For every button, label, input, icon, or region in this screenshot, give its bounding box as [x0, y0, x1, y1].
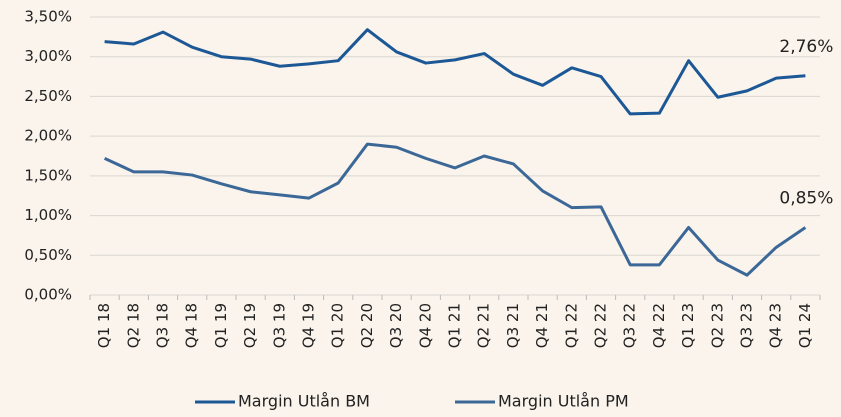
x-tick-label: Q2 19 [241, 303, 259, 348]
x-tick-label: Q4 19 [300, 303, 318, 348]
x-tick-label: Q3 22 [621, 303, 639, 348]
x-tick-label: Q2 21 [475, 303, 493, 348]
x-tick-label: Q1 22 [562, 303, 580, 348]
x-tick-label: Q3 20 [387, 303, 405, 348]
x-tick-label: Q3 23 [738, 303, 756, 348]
x-tick-label: Q3 18 [154, 303, 172, 348]
y-tick-label: 1,00% [24, 206, 72, 224]
x-tick-label: Q4 18 [183, 303, 201, 348]
x-tick-label: Q4 22 [650, 303, 668, 348]
y-tick-label: 2,50% [24, 87, 72, 105]
x-tick-label: Q2 20 [358, 303, 376, 348]
data-label: 0,85% [779, 188, 833, 208]
x-tick-label: Q2 18 [124, 303, 142, 348]
x-tick-label: Q1 24 [796, 303, 814, 348]
series-line [104, 28, 806, 116]
x-tick-label: Q1 21 [446, 303, 464, 348]
data-label: 2,76% [779, 37, 833, 57]
legend-label: Margin Utlån PM [498, 392, 629, 411]
x-tick-label: Q1 23 [679, 303, 697, 348]
x-tick-label: Q4 23 [767, 303, 785, 348]
x-tick-label: Q1 18 [95, 303, 113, 348]
x-tick-label: Q1 20 [329, 303, 347, 348]
y-tick-label: 0,00% [24, 286, 72, 304]
x-tick-label: Q1 19 [212, 303, 230, 348]
x-tick-label: Q2 23 [708, 303, 726, 348]
series-line [103, 142, 807, 277]
y-tick-label: 0,50% [24, 246, 72, 264]
y-tick-label: 3,50% [24, 8, 72, 26]
x-tick-label: Q3 21 [504, 303, 522, 348]
x-tick-label: Q3 19 [270, 303, 288, 348]
x-tick-label: Q4 21 [533, 303, 551, 348]
y-tick-label: 1,50% [24, 166, 72, 184]
y-tick-label: 2,00% [24, 127, 72, 145]
legend-label: Margin Utlån BM [238, 392, 370, 411]
x-tick-label: Q2 22 [592, 303, 610, 348]
x-tick-label: Q4 20 [416, 303, 434, 348]
y-tick-label: 3,00% [24, 47, 72, 65]
